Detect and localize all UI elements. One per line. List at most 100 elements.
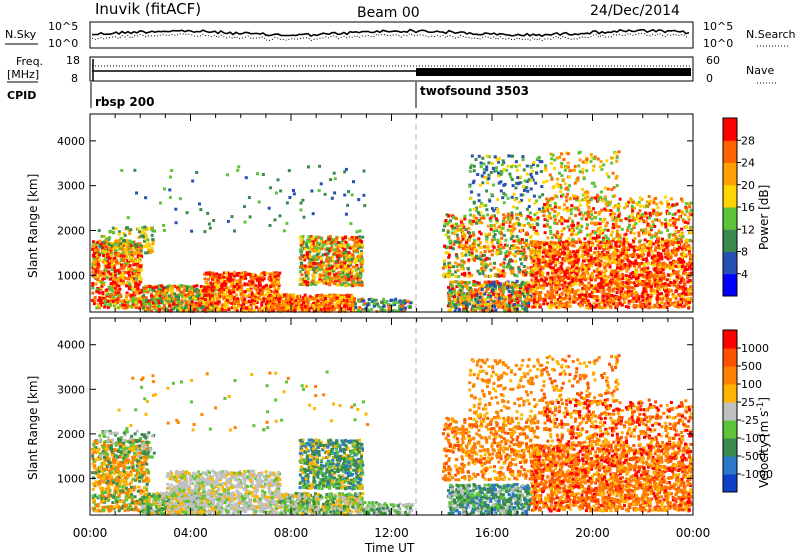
heatmap-cell: [205, 304, 208, 307]
heatmap-cell: [105, 289, 108, 292]
heatmap-cell: [509, 176, 512, 179]
heatmap-cell: [218, 292, 221, 295]
heatmap-cell: [229, 279, 232, 282]
heatmap-cell: [151, 238, 154, 241]
heatmap-cell: [117, 252, 120, 255]
heatmap-cell: [309, 268, 312, 271]
heatmap-cell: [494, 285, 497, 288]
heatmap-cell: [133, 252, 136, 255]
heatmap-cell: [266, 288, 269, 291]
heatmap-cell: [495, 251, 498, 254]
heatmap-cell: [316, 253, 319, 256]
heatmap-cell: [301, 246, 304, 249]
heatmap-cell: [356, 230, 359, 233]
heatmap-cell: [513, 240, 516, 243]
heatmap-cell: [373, 302, 376, 305]
heatmap-cell: [486, 155, 489, 158]
heatmap-cell: [312, 262, 315, 265]
heatmap-cell: [327, 282, 330, 285]
heatmap-cell: [502, 269, 505, 272]
heatmap-cell: [314, 249, 317, 252]
heatmap-cell: [230, 273, 233, 276]
heatmap-cell: [109, 230, 112, 233]
heatmap-cell: [333, 268, 336, 271]
heatmap-cell: [249, 289, 252, 292]
heatmap-cell: [124, 234, 127, 237]
heatmap-cell: [209, 282, 212, 285]
heatmap-cell: [514, 222, 517, 225]
heatmap-cell: [117, 294, 120, 297]
heatmap-cell: [109, 278, 112, 281]
heatmap-cell: [144, 226, 147, 229]
heatmap-cell: [348, 258, 351, 261]
heatmap-cell: [98, 229, 101, 232]
heatmap-cell: [501, 196, 504, 199]
heatmap-cell: [170, 169, 173, 172]
heatmap-cell: [214, 283, 217, 286]
freq-panel: Freq. [MHz] 18 8 60 0 Nave: [7, 54, 778, 85]
heatmap-cell: [122, 259, 125, 262]
heatmap-cell: [358, 235, 361, 238]
heatmap-cell: [534, 202, 537, 205]
heatmap-cell: [152, 289, 155, 292]
heatmap-cell: [475, 255, 478, 258]
heatmap-cell: [262, 306, 265, 309]
heatmap-cell: [526, 173, 529, 176]
heatmap-cell: [105, 237, 108, 240]
heatmap-cell: [268, 298, 271, 301]
heatmap-cell: [163, 292, 166, 295]
heatmap-cell: [522, 301, 525, 304]
heatmap-cell: [203, 230, 206, 233]
heatmap-cell: [640, 271, 643, 274]
heatmap-cell: [110, 282, 113, 285]
heatmap-cell: [523, 168, 526, 171]
heatmap-cell: [464, 254, 467, 257]
heatmap-cell: [105, 265, 108, 268]
heatmap-cell: [492, 209, 495, 212]
heatmap-cell: [312, 212, 315, 215]
heatmap-cell: [381, 301, 384, 304]
heatmap-cell: [454, 226, 457, 229]
heatmap-cell: [256, 278, 259, 281]
heatmap-cell: [400, 308, 403, 311]
heatmap-cell: [348, 283, 351, 286]
heatmap-cell: [524, 269, 527, 272]
heatmap-cell: [502, 275, 505, 278]
heatmap-cell: [409, 306, 412, 309]
heatmap-cell: [337, 265, 340, 268]
heatmap-cell: [483, 293, 486, 296]
heatmap-cell: [503, 217, 506, 220]
heatmap-cell: [445, 251, 448, 254]
heatmap-cell: [510, 232, 513, 235]
heatmap-cell: [197, 294, 200, 297]
heatmap-cell: [485, 190, 488, 193]
heatmap-cell: [516, 297, 519, 300]
heatmap-cell: [155, 296, 158, 299]
heatmap-cell: [404, 307, 407, 310]
heatmap-cell: [103, 306, 106, 309]
heatmap-cell: [359, 239, 362, 242]
heatmap-cell: [335, 237, 338, 240]
heatmap-cell: [616, 267, 619, 270]
heatmap-cell: [534, 232, 537, 235]
heatmap-cell: [130, 256, 133, 259]
heatmap-cell: [248, 196, 251, 199]
heatmap-cell: [104, 262, 107, 265]
heatmap-cell: [111, 264, 114, 267]
heatmap-cell: [506, 165, 509, 168]
heatmap-cell: [476, 173, 479, 176]
heatmap-cell: [94, 260, 97, 263]
heatmap-cell: [326, 279, 329, 282]
heatmap-cell: [245, 176, 248, 179]
heatmap-cell: [270, 281, 273, 284]
heatmap-cell: [505, 221, 508, 224]
heatmap-cell: [328, 267, 331, 270]
heatmap-cell: [283, 294, 286, 297]
heatmap-cell: [285, 307, 288, 310]
heatmap-cell: [192, 305, 195, 308]
heatmap-cell: [352, 180, 355, 183]
heatmap-cell: [499, 290, 502, 293]
heatmap-cell: [302, 302, 305, 305]
heatmap-cell: [339, 244, 342, 247]
heatmap-cell: [509, 294, 512, 297]
